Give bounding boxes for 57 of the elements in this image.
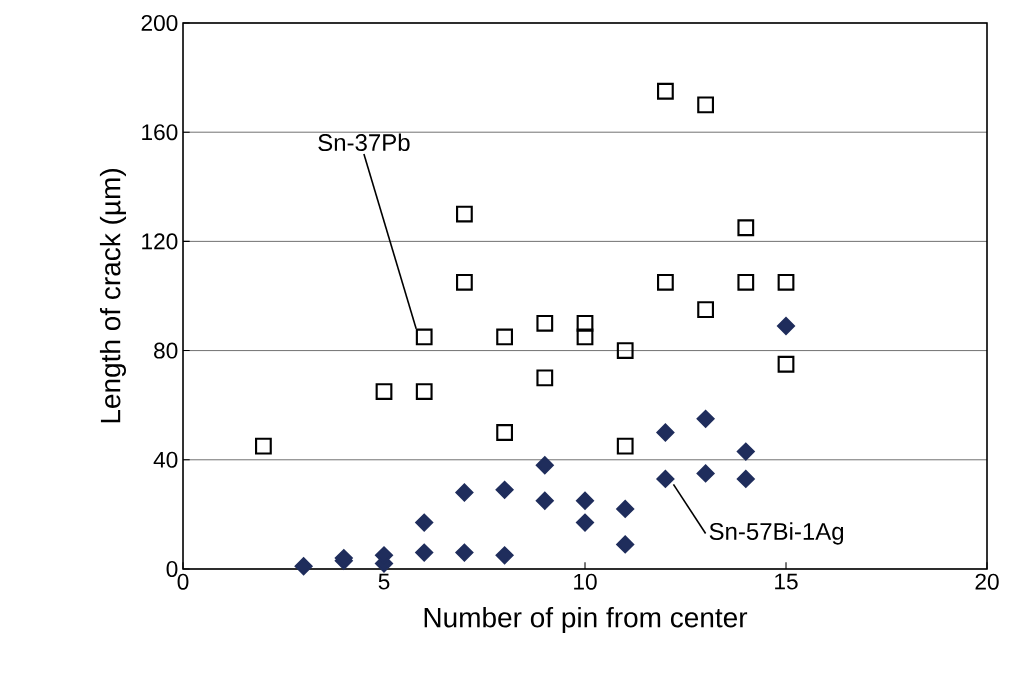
y-tick-label: 0: [166, 560, 178, 578]
y-tick-label: 160: [142, 124, 178, 141]
x-tick-label: 10: [574, 573, 597, 590]
series-label: Sn-57Bi-1Ag: [709, 522, 844, 545]
point: [616, 342, 634, 359]
point: [656, 469, 675, 488]
point: [657, 273, 674, 291]
point: [415, 543, 434, 562]
point: [415, 513, 434, 532]
point: [737, 273, 755, 291]
point: [496, 328, 514, 346]
point: [576, 513, 594, 532]
point: [616, 499, 635, 518]
point: [535, 456, 554, 475]
point: [696, 464, 715, 483]
point: [255, 437, 272, 455]
x-tick-label: 5: [378, 573, 390, 590]
point: [375, 383, 393, 400]
point: [535, 491, 554, 510]
point: [536, 369, 554, 387]
point: [455, 543, 474, 562]
point: [455, 483, 474, 502]
x-axis-title: Number of pin from center: [424, 606, 748, 633]
point: [616, 535, 635, 554]
x-tick-label: 15: [775, 573, 798, 590]
point: [657, 82, 674, 100]
point: [496, 424, 514, 441]
point: [737, 219, 755, 237]
point: [697, 301, 715, 319]
y-tick-label: 40: [153, 451, 178, 468]
point: [576, 491, 594, 510]
point: [576, 314, 594, 332]
text: Sn-37Pb: [318, 133, 410, 152]
point: [777, 273, 795, 291]
point: [616, 437, 634, 455]
x-tick-label: 20: [975, 573, 999, 590]
y-axis-title: Length of crack (µm): [99, 169, 126, 423]
point: [777, 317, 795, 336]
x-tick-label: 0: [177, 573, 189, 590]
point: [536, 314, 554, 332]
point: [415, 328, 433, 346]
point: [495, 546, 514, 565]
point: [777, 355, 795, 373]
point: [697, 96, 715, 114]
y-tick-label: 120: [142, 233, 178, 250]
point: [456, 205, 473, 223]
point: [495, 480, 514, 499]
point: [576, 328, 594, 346]
point: [294, 557, 313, 576]
point: [415, 383, 433, 400]
point: [656, 423, 675, 442]
y-tick-label: 200: [141, 14, 178, 32]
point: [456, 273, 473, 291]
point: [736, 469, 755, 488]
point: [736, 442, 755, 461]
y-tick-label: 80: [154, 342, 178, 359]
point: [696, 409, 715, 428]
